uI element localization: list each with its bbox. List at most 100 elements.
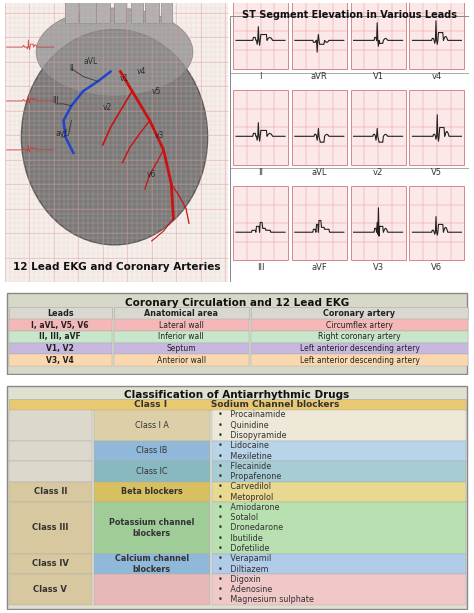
Bar [9, 400, 466, 409]
Text: Circumflex artery: Circumflex artery [326, 321, 393, 330]
Bar [5, 3, 228, 282]
Text: •   Quinidine: • Quinidine [219, 421, 269, 430]
Text: •   Lidocaine: • Lidocaine [219, 441, 269, 450]
Text: ST Segment Elevation in Various Leads: ST Segment Elevation in Various Leads [242, 10, 457, 20]
Text: v4: v4 [137, 67, 146, 76]
Ellipse shape [21, 29, 208, 245]
FancyBboxPatch shape [145, 0, 159, 23]
Text: Beta blockers: Beta blockers [121, 487, 182, 497]
Bar [233, 0, 288, 69]
FancyBboxPatch shape [115, 0, 126, 23]
Text: Anatomical area: Anatomical area [144, 309, 218, 318]
Text: V3, V4: V3, V4 [46, 356, 74, 365]
Bar [251, 343, 468, 354]
Bar [211, 441, 466, 461]
Text: •   Sotalol: • Sotalol [219, 513, 258, 522]
Bar [410, 0, 465, 69]
Text: aVR: aVR [311, 72, 328, 80]
Text: •   Dofetilide: • Dofetilide [219, 544, 270, 553]
Bar [94, 574, 210, 605]
Bar [230, 16, 469, 282]
FancyBboxPatch shape [161, 0, 173, 23]
Bar [211, 502, 466, 554]
Text: •   Mexiletine: • Mexiletine [219, 452, 272, 460]
Text: Coronary Circulation and 12 Lead EKG: Coronary Circulation and 12 Lead EKG [125, 298, 349, 308]
Text: Potassium channel
blockers: Potassium channel blockers [109, 518, 194, 538]
Bar [9, 343, 111, 354]
Text: 12 Lead EKG and Coronary Arteries: 12 Lead EKG and Coronary Arteries [13, 262, 220, 272]
Text: Coronary artery: Coronary artery [323, 309, 396, 318]
Bar [9, 409, 92, 441]
Text: •   Carvedilol: • Carvedilol [219, 482, 272, 492]
Text: Class IC: Class IC [136, 467, 167, 476]
Text: aVL: aVL [84, 57, 98, 66]
Bar [211, 554, 466, 574]
FancyBboxPatch shape [96, 0, 109, 23]
Text: avf: avf [55, 129, 68, 138]
Text: V1: V1 [373, 72, 383, 80]
Text: •   Adenosine: • Adenosine [219, 585, 273, 594]
Bar [9, 331, 111, 343]
Bar [113, 343, 249, 354]
Bar [292, 90, 347, 164]
Bar [233, 186, 288, 261]
Text: •   Disopyramide: • Disopyramide [219, 431, 287, 440]
Bar [410, 186, 465, 261]
Text: Class IV: Class IV [32, 560, 69, 568]
Text: V3: V3 [373, 264, 383, 272]
Bar [351, 0, 406, 69]
Bar [94, 502, 210, 554]
Text: v3: v3 [155, 131, 164, 140]
Text: Left anterior descending artery: Left anterior descending artery [300, 344, 419, 353]
Ellipse shape [36, 8, 193, 96]
Text: Anterior wall: Anterior wall [156, 356, 206, 365]
Bar [9, 502, 92, 554]
Bar [94, 554, 210, 574]
Text: I: I [259, 72, 262, 80]
Text: III: III [52, 96, 59, 105]
Bar [251, 354, 468, 366]
Bar [211, 482, 466, 502]
Text: v1: v1 [119, 74, 129, 83]
Text: Class I              Sodium Channel blockers: Class I Sodium Channel blockers [134, 400, 340, 409]
Bar [292, 186, 347, 261]
Text: v5: v5 [152, 86, 161, 96]
Bar [113, 331, 249, 343]
Text: v2: v2 [373, 167, 383, 177]
Text: Lateral wall: Lateral wall [159, 321, 203, 330]
Text: V5: V5 [431, 167, 442, 177]
Text: aVF: aVF [311, 264, 327, 272]
Bar [233, 90, 288, 164]
Text: •   Metoprolol: • Metoprolol [219, 493, 273, 501]
Text: Class I A: Class I A [135, 421, 169, 430]
Text: Inferior wall: Inferior wall [158, 332, 204, 341]
Text: •   Diltiazem: • Diltiazem [219, 565, 269, 574]
Text: II: II [69, 64, 73, 73]
Text: v2: v2 [103, 104, 112, 112]
Text: III: III [257, 264, 264, 272]
Bar [351, 186, 406, 261]
Text: •   Digoxin: • Digoxin [219, 575, 261, 584]
Text: v6: v6 [147, 170, 156, 179]
Text: Classification of Antiarrhythmic Drugs: Classification of Antiarrhythmic Drugs [124, 390, 350, 400]
Text: aVL: aVL [311, 167, 327, 177]
Text: •   Verapamil: • Verapamil [219, 554, 272, 563]
Bar [113, 319, 249, 331]
Bar [9, 554, 92, 574]
Bar [113, 308, 249, 319]
Bar [113, 354, 249, 366]
Text: Class V: Class V [33, 585, 67, 594]
Bar [9, 482, 92, 502]
Text: •   Procainamide: • Procainamide [219, 411, 286, 419]
Text: Left anterior descending artery: Left anterior descending artery [300, 356, 419, 365]
Bar [9, 461, 92, 482]
Bar [94, 441, 210, 461]
Text: I, aVL, V5, V6: I, aVL, V5, V6 [31, 321, 89, 330]
Text: Class II: Class II [34, 487, 67, 497]
Bar [230, 3, 469, 282]
Bar [410, 90, 465, 164]
Bar [9, 354, 111, 366]
Text: Calcium channel
blockers: Calcium channel blockers [115, 554, 189, 574]
FancyBboxPatch shape [131, 0, 143, 23]
Bar [94, 461, 210, 482]
